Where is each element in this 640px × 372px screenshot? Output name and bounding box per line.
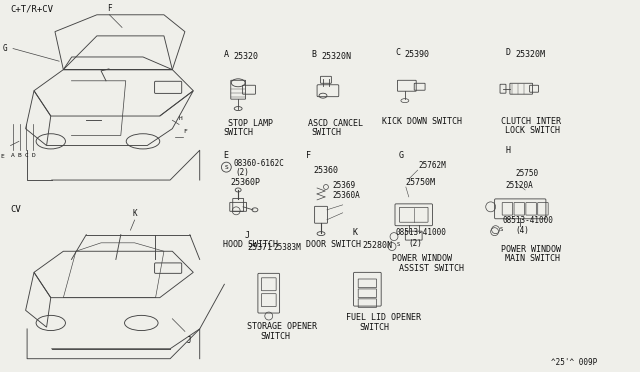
Text: 25120A: 25120A [506, 181, 533, 190]
Text: A: A [11, 153, 15, 158]
Text: A: A [223, 50, 228, 59]
Text: 25320: 25320 [233, 52, 258, 61]
Text: H: H [179, 116, 182, 121]
Text: MAIN SWITCH: MAIN SWITCH [506, 254, 561, 263]
Text: B: B [18, 153, 22, 158]
Text: 25360: 25360 [313, 166, 338, 175]
Text: 25280N: 25280N [362, 241, 392, 250]
Text: 08513-41000: 08513-41000 [396, 228, 447, 237]
Text: 08360-6162C: 08360-6162C [233, 159, 284, 168]
Text: S: S [225, 165, 228, 170]
Text: F: F [183, 129, 187, 134]
Text: K: K [132, 209, 137, 218]
Text: C+T/R+CV: C+T/R+CV [10, 4, 53, 13]
Text: 25320M: 25320M [515, 50, 545, 59]
Text: E: E [223, 151, 228, 160]
Text: ASCD CANCEL: ASCD CANCEL [308, 119, 363, 128]
Text: (2): (2) [236, 168, 249, 177]
Text: C: C [395, 48, 400, 57]
Text: F: F [107, 4, 112, 13]
Text: LOCK SWITCH: LOCK SWITCH [506, 126, 561, 135]
Text: F: F [306, 151, 311, 160]
Text: 25762M: 25762M [419, 161, 447, 170]
Text: G: G [399, 151, 404, 160]
Text: 25369: 25369 [333, 181, 356, 190]
Text: 25320N: 25320N [321, 52, 351, 61]
Text: J: J [244, 231, 249, 240]
Text: STORAGE OPENER: STORAGE OPENER [247, 322, 317, 331]
Text: D: D [31, 153, 35, 158]
Text: K: K [353, 228, 358, 237]
Text: POWER WINDOW: POWER WINDOW [500, 244, 561, 254]
Text: 25360A: 25360A [333, 191, 360, 200]
Text: ^25'^ 009P: ^25'^ 009P [551, 357, 597, 367]
Text: FUEL LID OPENER: FUEL LID OPENER [346, 313, 420, 322]
Text: S: S [500, 227, 503, 232]
Text: 08513-41000: 08513-41000 [502, 216, 554, 225]
Text: 25371: 25371 [247, 244, 272, 253]
Text: 25750M: 25750M [406, 178, 436, 187]
Text: C: C [24, 153, 28, 158]
Text: SWITCH: SWITCH [261, 332, 291, 341]
Text: (2): (2) [409, 238, 422, 247]
Text: DOOR SWITCH: DOOR SWITCH [306, 240, 361, 248]
Text: 25360P: 25360P [230, 178, 260, 187]
Text: POWER WINDOW: POWER WINDOW [392, 254, 452, 263]
Text: SWITCH: SWITCH [360, 323, 390, 332]
Text: ASSIST SWITCH: ASSIST SWITCH [399, 264, 464, 273]
Text: D: D [506, 48, 511, 57]
Text: 25390: 25390 [405, 50, 430, 59]
Text: CLUTCH INTER: CLUTCH INTER [500, 116, 561, 125]
Text: H: H [506, 146, 511, 155]
Text: E: E [0, 154, 4, 159]
Text: CV: CV [10, 205, 21, 214]
Text: 25750: 25750 [515, 169, 538, 178]
Text: STOP LAMP: STOP LAMP [228, 119, 273, 128]
Text: (4): (4) [515, 226, 529, 235]
Text: SWITCH: SWITCH [223, 128, 253, 137]
Text: B: B [311, 50, 316, 59]
Text: SWITCH: SWITCH [311, 128, 341, 137]
Text: 25383M: 25383M [274, 244, 301, 253]
Text: G: G [3, 44, 7, 53]
Text: J: J [187, 336, 191, 344]
Text: HOOD SWITCH: HOOD SWITCH [223, 240, 278, 248]
Text: KICK DOWN SWITCH: KICK DOWN SWITCH [382, 116, 462, 125]
Text: S: S [397, 242, 400, 247]
